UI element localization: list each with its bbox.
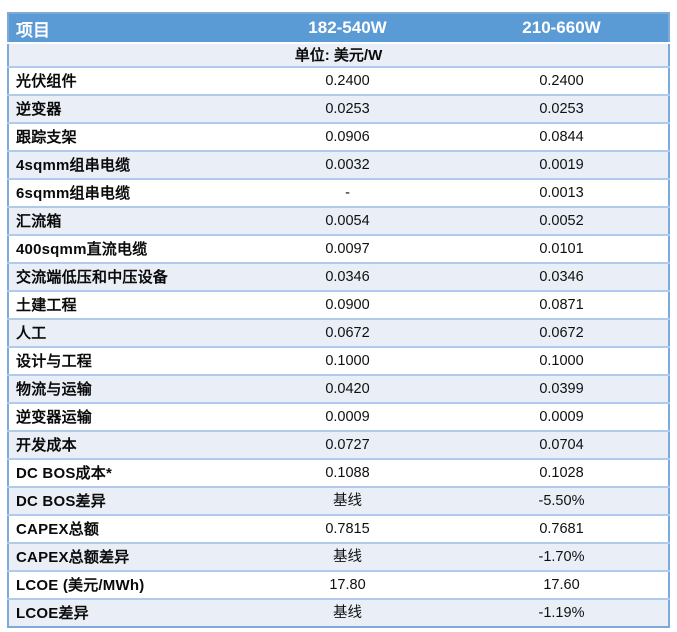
- table-row: 汇流箱 0.0054 0.0052: [8, 206, 669, 235]
- table-row: 土建工程 0.0900 0.0871: [8, 290, 669, 319]
- table-row: DC BOS差异 基线 -5.50%: [8, 486, 669, 515]
- row-value-182-540w: 0.0900: [240, 290, 455, 319]
- row-value-182-540w: 0.0253: [240, 94, 455, 123]
- row-label: 汇流箱: [8, 206, 240, 235]
- row-value-210-660w: 0.0019: [455, 150, 669, 179]
- row-label: CAPEX总额差异: [8, 542, 240, 571]
- row-value-210-660w: 0.1028: [455, 458, 669, 487]
- row-label: 物流与运输: [8, 374, 240, 403]
- cost-comparison-table: 项目 182-540W 210-660W 单位: 美元/W 光伏组件 0.240…: [7, 12, 670, 628]
- row-value-210-660w: 0.7681: [455, 514, 669, 543]
- row-value-182-540w: 0.0420: [240, 374, 455, 403]
- row-label: 跟踪支架: [8, 122, 240, 151]
- row-label: 逆变器运输: [8, 402, 240, 431]
- unit-label: 单位: 美元/W: [8, 42, 669, 67]
- row-value-210-660w: -1.19%: [455, 598, 669, 627]
- row-value-182-540w: 0.0009: [240, 402, 455, 431]
- table-row: 交流端低压和中压设备 0.0346 0.0346: [8, 262, 669, 291]
- column-header-item: 项目: [8, 13, 240, 43]
- row-label: 开发成本: [8, 430, 240, 459]
- row-value-210-660w: 0.0672: [455, 318, 669, 347]
- table-row: DC BOS成本* 0.1088 0.1028: [8, 458, 669, 487]
- row-label: 光伏组件: [8, 66, 240, 95]
- row-value-182-540w: 17.80: [240, 570, 455, 599]
- row-value-210-660w: 0.0399: [455, 374, 669, 403]
- table-row: 逆变器运输 0.0009 0.0009: [8, 402, 669, 431]
- row-label: DC BOS差异: [8, 486, 240, 515]
- table-row: 人工 0.0672 0.0672: [8, 318, 669, 347]
- row-value-182-540w: 0.0727: [240, 430, 455, 459]
- row-value-210-660w: 0.0013: [455, 178, 669, 207]
- row-label: 6sqmm组串电缆: [8, 178, 240, 207]
- row-value-182-540w: 0.0054: [240, 206, 455, 235]
- row-value-210-660w: 0.0052: [455, 206, 669, 235]
- table-row: 跟踪支架 0.0906 0.0844: [8, 122, 669, 151]
- table-row: LCOE (美元/MWh) 17.80 17.60: [8, 570, 669, 599]
- row-value-182-540w: 0.1000: [240, 346, 455, 375]
- row-label: CAPEX总额: [8, 514, 240, 543]
- table-row: LCOE差异 基线 -1.19%: [8, 598, 669, 627]
- unit-row: 单位: 美元/W: [8, 42, 669, 67]
- row-value-182-540w: 0.0906: [240, 122, 455, 151]
- row-label: 设计与工程: [8, 346, 240, 375]
- row-value-182-540w: 0.0346: [240, 262, 455, 291]
- row-value-182-540w: -: [240, 178, 455, 207]
- row-label: DC BOS成本*: [8, 458, 240, 487]
- row-label: 人工: [8, 318, 240, 347]
- table-row: CAPEX总额 0.7815 0.7681: [8, 514, 669, 543]
- row-value-210-660w: 0.0101: [455, 234, 669, 263]
- row-value-182-540w: 基线: [240, 486, 455, 515]
- row-label: LCOE (美元/MWh): [8, 570, 240, 599]
- row-value-182-540w: 0.0032: [240, 150, 455, 179]
- row-value-210-660w: 0.0346: [455, 262, 669, 291]
- table-row: 物流与运输 0.0420 0.0399: [8, 374, 669, 403]
- table-row: 400sqmm直流电缆 0.0097 0.0101: [8, 234, 669, 263]
- row-label: 4sqmm组串电缆: [8, 150, 240, 179]
- row-value-182-540w: 0.2400: [240, 66, 455, 95]
- table-header-row: 项目 182-540W 210-660W: [8, 13, 669, 43]
- table-row: 逆变器 0.0253 0.0253: [8, 94, 669, 123]
- row-value-210-660w: 0.1000: [455, 346, 669, 375]
- row-value-210-660w: 0.0704: [455, 430, 669, 459]
- row-value-182-540w: 0.7815: [240, 514, 455, 543]
- column-header-210-660w: 210-660W: [455, 13, 669, 43]
- table-row: CAPEX总额差异 基线 -1.70%: [8, 542, 669, 571]
- row-label: 逆变器: [8, 94, 240, 123]
- table-row: 光伏组件 0.2400 0.2400: [8, 66, 669, 95]
- row-value-210-660w: 0.0253: [455, 94, 669, 123]
- row-value-210-660w: 17.60: [455, 570, 669, 599]
- row-value-210-660w: 0.0871: [455, 290, 669, 319]
- row-label: 400sqmm直流电缆: [8, 234, 240, 263]
- table-row: 设计与工程 0.1000 0.1000: [8, 346, 669, 375]
- row-value-210-660w: -5.50%: [455, 486, 669, 515]
- row-value-210-660w: -1.70%: [455, 542, 669, 571]
- table-row: 4sqmm组串电缆 0.0032 0.0019: [8, 150, 669, 179]
- table-row: 开发成本 0.0727 0.0704: [8, 430, 669, 459]
- column-header-182-540w: 182-540W: [240, 13, 455, 43]
- table-row: 6sqmm组串电缆 - 0.0013: [8, 178, 669, 207]
- row-label: 交流端低压和中压设备: [8, 262, 240, 291]
- row-value-182-540w: 基线: [240, 542, 455, 571]
- row-value-210-660w: 0.0844: [455, 122, 669, 151]
- row-value-182-540w: 0.1088: [240, 458, 455, 487]
- row-label: LCOE差异: [8, 598, 240, 627]
- row-value-210-660w: 0.0009: [455, 402, 669, 431]
- row-label: 土建工程: [8, 290, 240, 319]
- row-value-182-540w: 0.0672: [240, 318, 455, 347]
- row-value-210-660w: 0.2400: [455, 66, 669, 95]
- row-value-182-540w: 基线: [240, 598, 455, 627]
- row-value-182-540w: 0.0097: [240, 234, 455, 263]
